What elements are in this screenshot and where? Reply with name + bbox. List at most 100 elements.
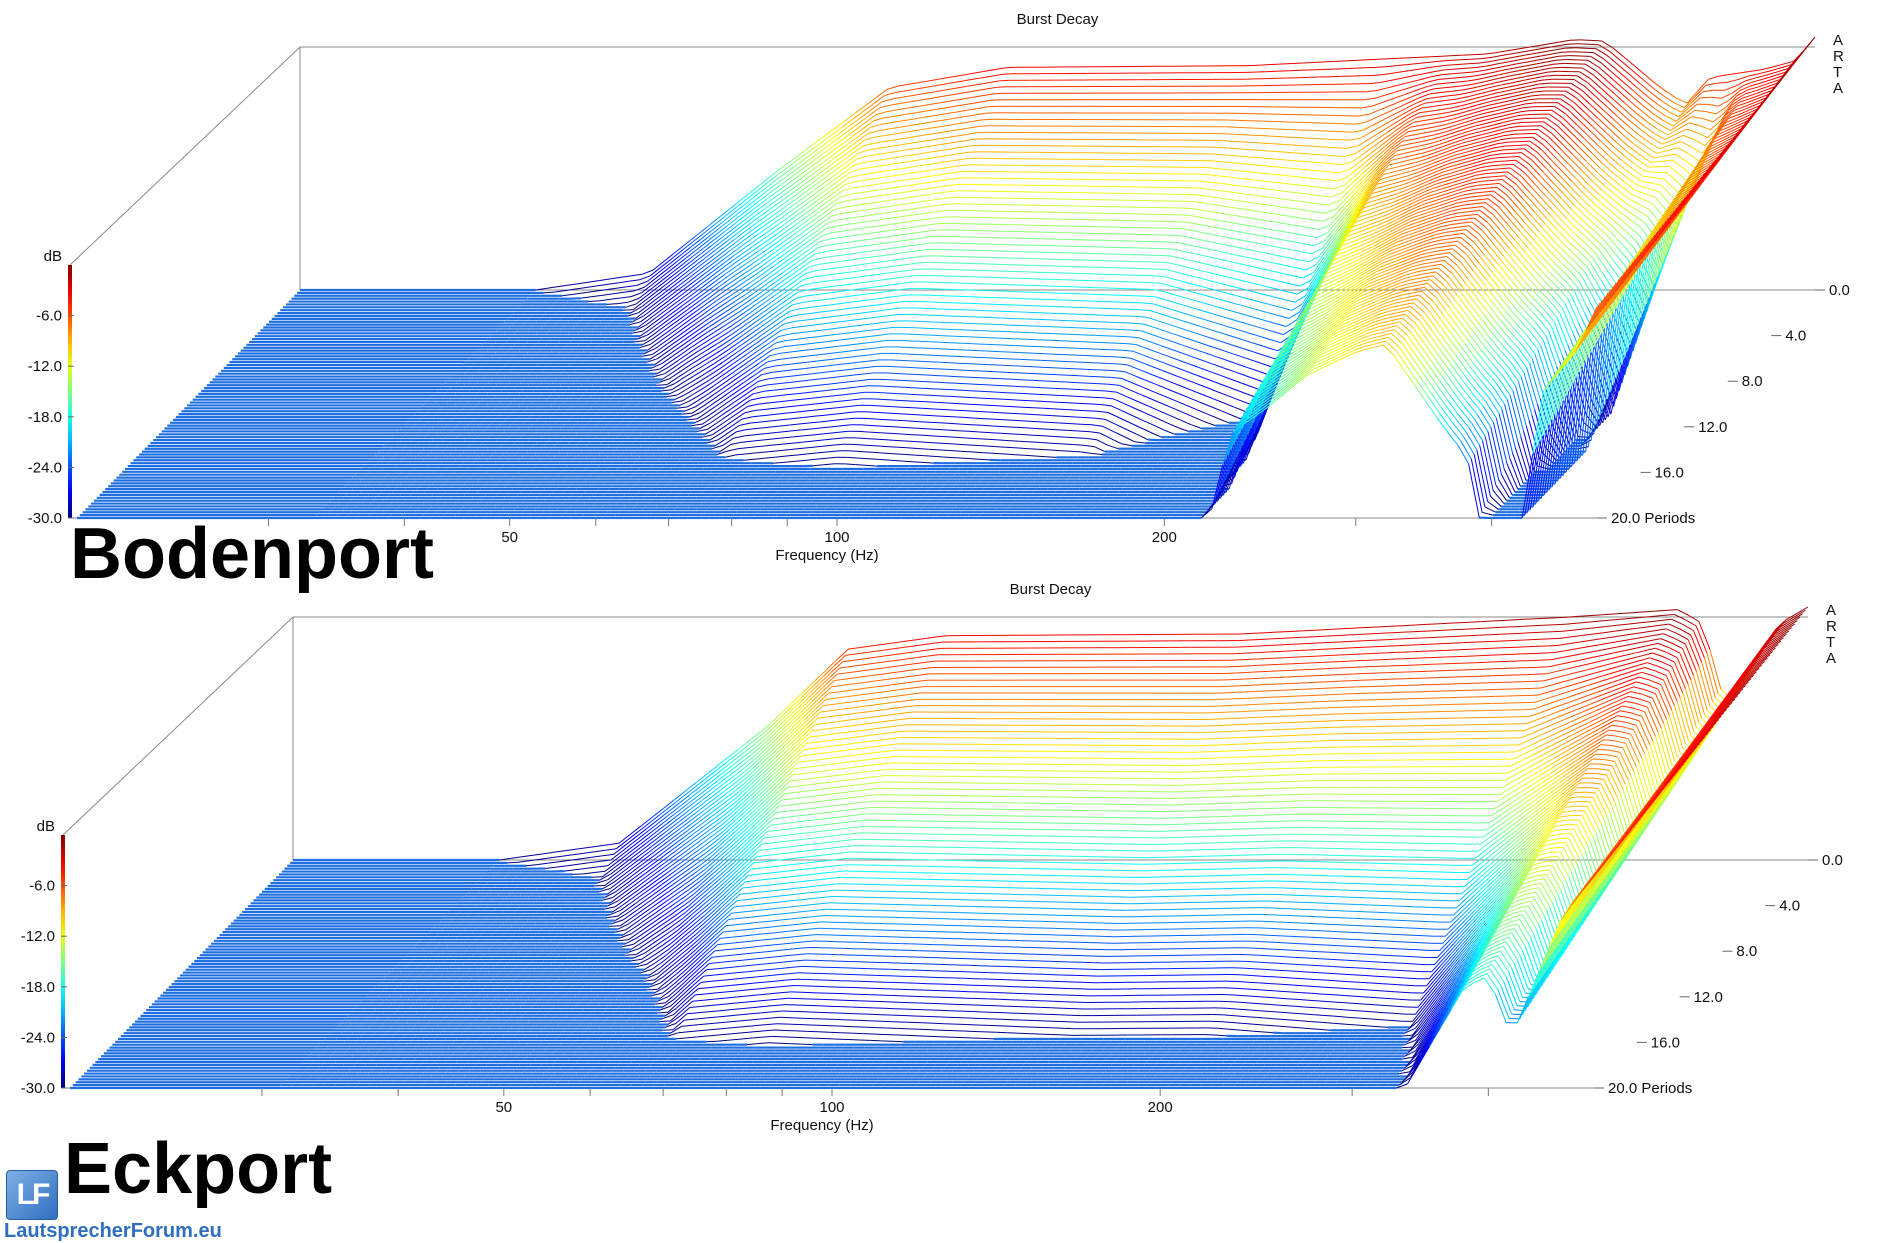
decay-slice-segment	[620, 297, 631, 298]
decay-slice-segment	[1443, 133, 1454, 137]
decay-slice-segment	[777, 282, 788, 290]
decay-slice-segment	[1462, 179, 1473, 182]
decay-slice-segment	[939, 173, 950, 175]
decay-slice-segment	[930, 79, 941, 81]
decay-slice-segment	[700, 262, 711, 270]
decay-slice-segment	[720, 279, 731, 287]
decay-slice-segment	[1632, 169, 1643, 177]
decay-slice-segment	[649, 369, 660, 371]
decay-slice-segment	[1288, 224, 1299, 226]
decay-slice-segment	[673, 348, 684, 355]
decay-slice-segment	[762, 187, 773, 195]
decay-slice-segment	[875, 298, 886, 299]
decay-slice-segment	[842, 137, 853, 145]
decay-slice-segment	[883, 278, 894, 279]
decay-slice-segment	[1624, 182, 1635, 190]
decay-slice-segment	[709, 228, 720, 236]
decay-slice-segment	[840, 308, 851, 309]
decay-slice-segment	[1457, 187, 1468, 190]
decay-slice-segment	[1184, 346, 1195, 350]
decay-slice-segment	[1389, 58, 1400, 59]
decay-slice-segment	[1410, 172, 1421, 176]
decay-slice-segment	[1307, 170, 1318, 171]
decay-slice-segment	[845, 320, 856, 321]
decay-slice-segment	[1261, 236, 1272, 238]
decay-slice-segment	[733, 347, 744, 355]
decay-slice-segment	[1484, 83, 1495, 86]
decay-slice-segment	[1486, 173, 1497, 174]
decay-slice-segment	[739, 236, 750, 244]
decay-slice-segment	[1662, 160, 1673, 161]
decay-slice-segment	[1288, 192, 1299, 193]
decay-slice-segment	[867, 293, 878, 294]
decay-slice-segment	[787, 315, 798, 318]
decay-slice-segment	[1548, 56, 1559, 58]
decay-slice-segment	[1372, 206, 1383, 210]
decay-slice-segment	[1210, 219, 1221, 221]
decay-slice-segment	[1426, 67, 1437, 69]
decay-slice-segment	[1233, 134, 1244, 135]
decay-slice-segment	[1474, 151, 1485, 154]
decay-slice-segment	[1563, 95, 1574, 102]
decay-slice-segment	[825, 175, 836, 183]
decay-slice-segment	[850, 331, 861, 332]
decay-slice-segment	[665, 277, 676, 285]
decay-slice-segment	[1032, 333, 1043, 334]
decay-slice-segment	[1250, 266, 1261, 268]
decay-slice-segment	[589, 281, 600, 283]
decay-slice-segment	[1504, 120, 1515, 123]
decay-surface	[77, 37, 1815, 518]
decay-slice-segment	[1524, 64, 1535, 66]
decay-slice-segment	[858, 221, 869, 223]
decay-slice-segment	[833, 173, 844, 181]
decay-slice-segment	[849, 153, 860, 161]
decay-slice-segment	[930, 103, 941, 105]
decay-slice-segment	[713, 264, 724, 272]
decay-slice-segment	[1444, 69, 1455, 70]
decay-slice-segment	[658, 351, 669, 359]
decay-slice-segment	[1213, 364, 1224, 368]
decay-slice-segment	[792, 302, 803, 305]
decay-slice-segment	[941, 316, 952, 317]
decay-slice-segment	[1286, 137, 1297, 138]
decay-slice-segment	[672, 401, 683, 403]
decay-slice-segment	[1277, 222, 1288, 224]
decay-slice-segment	[1361, 106, 1372, 108]
decay-slice-segment	[1227, 177, 1238, 178]
decay-slice-segment	[1482, 139, 1493, 142]
decay-slice-segment	[831, 261, 842, 262]
decay-slice-segment	[865, 251, 876, 252]
decay-slice-segment	[1388, 85, 1399, 88]
decay-slice-segment	[847, 223, 858, 225]
decay-slice-segment	[1541, 149, 1552, 160]
decay-slice-segment	[1468, 159, 1479, 162]
decay-slice-segment	[895, 91, 906, 93]
decay-slice-segment	[797, 220, 808, 228]
decay-slice-segment	[991, 100, 1002, 101]
decay-slice-segment	[1370, 83, 1381, 84]
decay-slice-segment	[1208, 168, 1219, 169]
decay-slice-segment	[576, 288, 587, 290]
decay-slice-segment	[679, 320, 690, 328]
decay-slice-segment	[1254, 317, 1265, 320]
decay-slice-segment	[759, 273, 770, 281]
decay-slice-segment	[816, 211, 827, 219]
decay-slice-segment	[775, 190, 786, 198]
decay-slice-segment	[1432, 121, 1443, 123]
decay-slice-segment	[861, 215, 872, 217]
decay-slice-segment	[1548, 219, 1559, 231]
decay-slice-segment	[1691, 147, 1702, 154]
decay-slice-segment	[1581, 40, 1592, 41]
decay-slice-segment	[1477, 120, 1488, 123]
decay-slice-segment	[669, 327, 680, 335]
decay-slice-segment	[779, 229, 790, 237]
decay-slice-segment	[1180, 266, 1191, 269]
decay-slice-segment	[1493, 122, 1504, 125]
decay-slice-segment	[956, 135, 967, 137]
decay-slice-segment	[682, 330, 693, 338]
decay-slice-segment	[870, 262, 881, 263]
decay-slice-segment	[1172, 256, 1183, 259]
decay-slice-segment	[1366, 117, 1377, 122]
decay-slice-segment	[1302, 153, 1313, 154]
decay-slice-segment	[1296, 201, 1307, 202]
